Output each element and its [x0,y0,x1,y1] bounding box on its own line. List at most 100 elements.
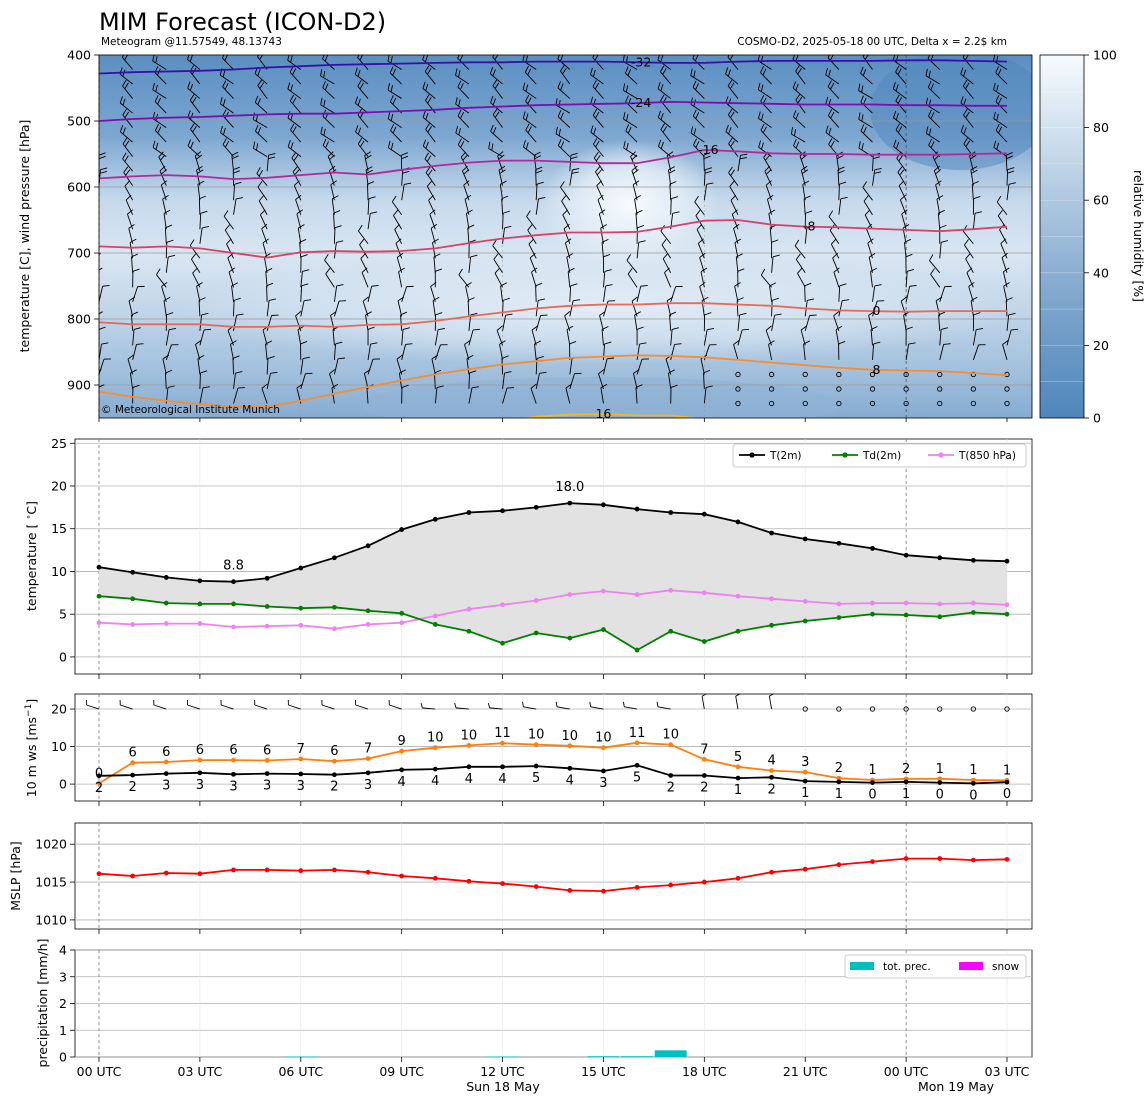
wind-barb-flag [800,154,807,160]
wind-barb [535,282,543,302]
wind-barb [499,180,507,201]
wind-barb [827,80,840,99]
wind-barb-shaft [825,74,840,85]
wind-barb-flag [730,194,737,201]
wind-barb-flag [290,37,293,43]
wind-barb [635,384,643,404]
wind-barb-flag [525,84,529,92]
wind-barb-flag [252,141,256,149]
wind-barb-flag [728,166,733,173]
wind-barb-flag [300,340,308,345]
wind-barb-flag [231,151,239,156]
surface-barb-shaft [523,706,537,710]
wind-barb-flag [970,166,978,171]
td2m-point [802,618,808,624]
wind-barb-flag [590,39,592,46]
wind-barb [131,253,139,273]
wind-barb-shaft [257,186,268,201]
wind-barb [433,253,441,273]
wind-barb-flag [236,313,244,316]
wind-barb-flag [993,111,996,119]
windspeed-point [634,762,640,768]
wind-barb-flag [963,137,968,145]
temperature-y-tick-label: 20 [51,479,67,494]
wind-barb-flag [226,238,232,245]
wind-barb-flag [764,165,771,172]
wind-barb-flag [199,195,206,200]
wind-barb-shaft [99,228,100,230]
wind-barb [657,55,671,70]
wind-barb-shaft [695,215,705,230]
calm-wind-marker [768,371,775,378]
wind-barb-shaft [434,372,436,389]
wind-barb-shaft [99,155,100,157]
wind-barb [525,94,537,114]
wind-barb [592,137,604,157]
wind-barb-shaft [266,155,269,172]
wind-barb-shaft [971,184,974,201]
wind-barb-shaft [758,118,772,128]
wind-barb [838,340,846,360]
td2m-point [500,640,505,646]
wind-barb-shaft [703,387,707,404]
wind-barb [457,138,470,157]
wind-barb-shaft [99,386,100,389]
t850-point [163,621,169,626]
wind-barb [864,209,873,230]
wind-barb [196,165,204,186]
wind-barb-flag [900,296,907,302]
wind-barb [468,254,478,273]
wind-barb-flag [690,97,693,105]
wind-barb [502,297,510,317]
wind-barb-shaft [254,102,268,114]
wind-barb [187,55,201,70]
wind-barb-flag [455,97,458,105]
wind-barb-flag [355,96,359,104]
wind-barb [522,111,537,128]
surface-barb-flag [701,693,707,697]
wind-barb-flag [458,99,461,107]
wind-barb-flag [233,297,241,301]
surface-barb-flag [589,701,592,707]
wind-barb-shaft [457,115,470,128]
wind-barb-flag [425,141,429,149]
wind-barb-flag [494,82,500,89]
surface-barb-shaft [489,707,503,710]
wind-barb [333,210,341,230]
t850-point [365,622,371,627]
wind-barb-flag [504,225,512,229]
wind-barb [703,312,712,331]
wind-barb-flag [459,55,464,61]
windspeed-value-label: 5 [532,771,540,786]
wind-barb-flag [862,55,865,57]
wind-barb-shaft [972,213,976,230]
wind-barb-flag [427,126,432,133]
wind-barb [827,109,840,128]
wind-barb [501,55,503,56]
wind-barb-shaft [222,57,234,70]
wind-barb [899,194,907,215]
wind-barb-flag [793,139,797,146]
wind-barb-shaft [636,359,643,375]
wind-barb-flag [566,253,573,258]
wind-barb-flag [695,209,701,216]
wind-barb-flag [598,369,605,375]
wind-barb-flag [559,55,564,62]
wind-barb-flag [390,124,395,131]
wind-barb [970,296,978,317]
wind-barb-flag [192,267,198,274]
wind-barb-shaft [757,60,772,70]
wind-barb-flag [737,268,745,272]
mslp-point [533,884,539,889]
copyright-note: © Meteorological Institute Munich [101,404,280,416]
wind-barb [664,267,672,288]
wind-barb-shaft [233,315,238,331]
windspeed-value-label: 0 [936,788,944,803]
wind-barb [590,125,604,143]
wind-barb-shaft [764,170,773,186]
wind-barb-shaft [972,344,980,361]
wind-barb-shaft [569,155,572,172]
wind-barb-shaft [898,185,907,201]
wind-barb [996,195,1008,215]
wind-barb [868,253,876,273]
